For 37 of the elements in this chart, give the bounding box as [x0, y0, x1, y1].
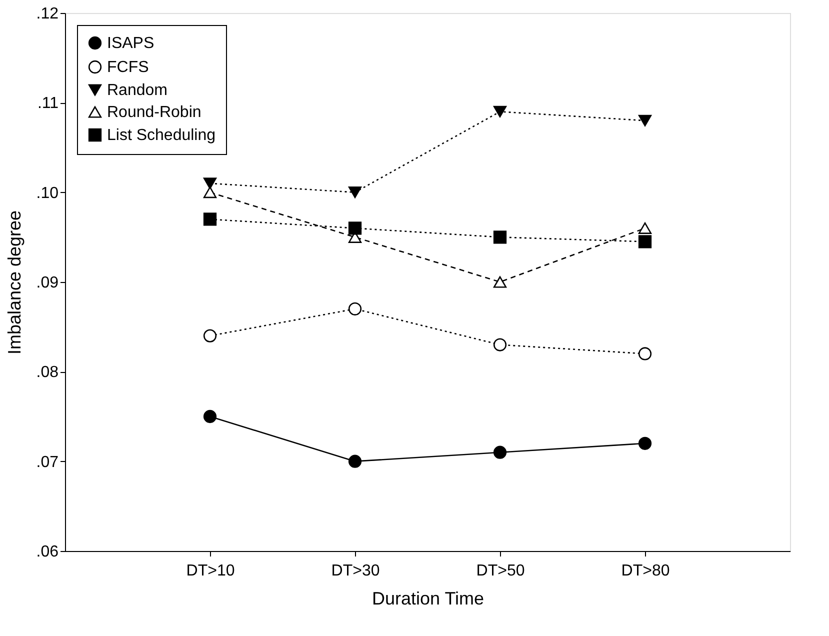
point: [493, 106, 507, 118]
legend-label: ISAPS: [107, 35, 154, 52]
y-axis-title: Imbalance degree: [4, 210, 24, 355]
point: [493, 446, 507, 459]
y-tick-label: .11: [37, 95, 59, 112]
point: [203, 186, 217, 198]
point: [203, 178, 217, 190]
point: [638, 436, 652, 450]
point: [638, 235, 652, 248]
point: [348, 302, 362, 316]
y-tick-label: .06: [36, 544, 59, 560]
legend-label: Round-Robin: [107, 104, 202, 121]
point: [493, 338, 507, 352]
point: [348, 454, 362, 468]
point: [638, 347, 652, 360]
legend-label: FCFS: [107, 59, 149, 76]
y-tick-label: .12: [36, 6, 59, 22]
y-tick-label: .10: [36, 184, 59, 202]
point: [638, 222, 652, 234]
x-tick-label: DT>50: [476, 562, 525, 580]
y-tick-label: .08: [36, 364, 59, 382]
point: [493, 276, 507, 288]
point: [493, 230, 507, 244]
y-tick-label: .07: [36, 454, 59, 471]
point: [203, 410, 217, 424]
point: [348, 222, 362, 235]
x-tick-label: DT>10: [186, 562, 235, 580]
point: [203, 329, 217, 342]
x-tick-label: DT>80: [621, 562, 670, 580]
x-axis-title: Duration Time: [372, 588, 484, 608]
point: [638, 114, 652, 126]
point: [203, 212, 217, 226]
legend-label: Random: [107, 82, 168, 99]
legend-label: List Scheduling: [107, 127, 216, 144]
point: [348, 186, 362, 198]
x-tick-label: DT>30: [331, 562, 380, 580]
y-tick-label: .09: [36, 274, 59, 292]
